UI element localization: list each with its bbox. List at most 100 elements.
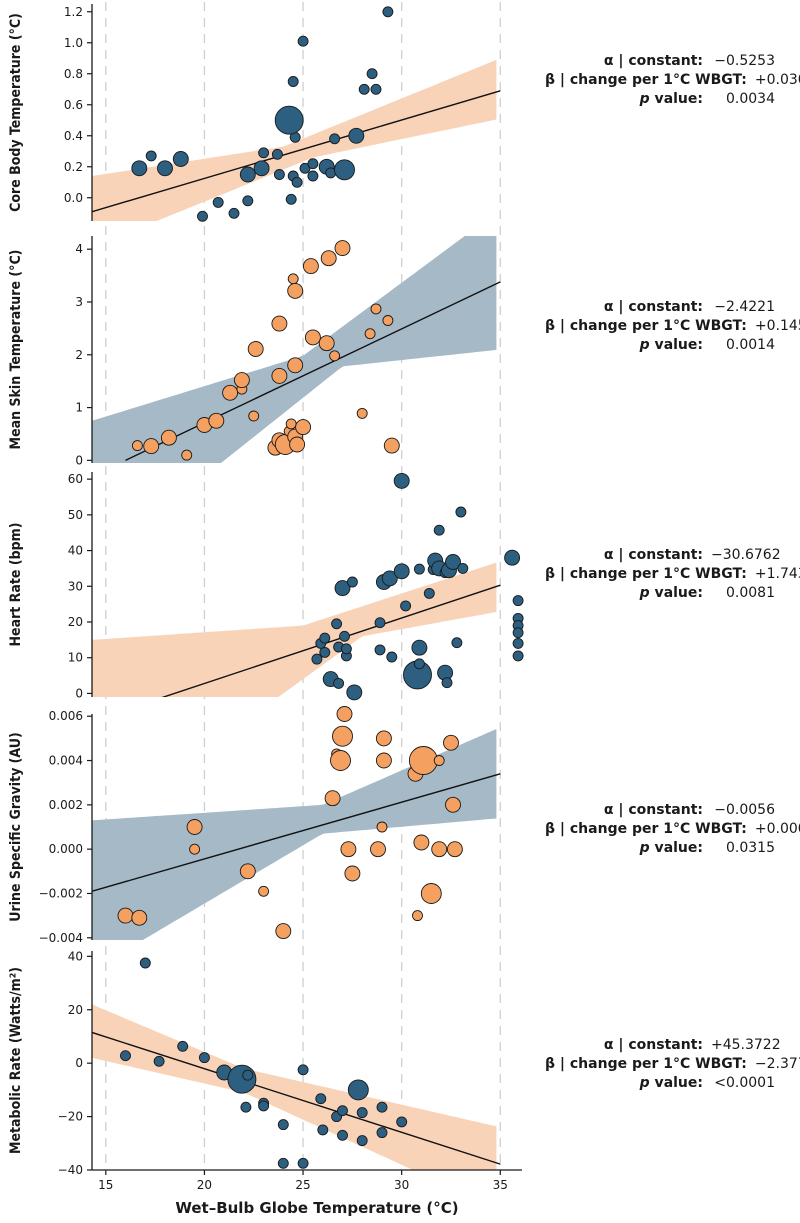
x-tick-label: 25 <box>295 1178 310 1192</box>
stat-row-beta: β | change per 1°C WBGT: +0.0003 <box>545 820 800 839</box>
data-point <box>358 83 370 95</box>
data-point <box>258 1100 270 1112</box>
data-point <box>319 632 331 644</box>
data-point <box>376 1101 388 1113</box>
data-point <box>172 151 189 167</box>
stat-label-p-value: p value: <box>639 840 703 856</box>
data-point <box>227 1064 257 1094</box>
stat-value-beta: +1.7432 <box>754 566 800 582</box>
data-point <box>287 357 304 374</box>
data-point <box>512 637 524 649</box>
stat-label-beta: β | change per 1°C WBGT: <box>545 72 747 88</box>
stat-value-beta: −2.3778 <box>754 1056 800 1072</box>
data-point <box>413 658 425 670</box>
y-axis-label: Mean Skin Temperature (°C) <box>8 250 24 450</box>
y-axis-label: Urine Specific Gravity (AU) <box>8 732 24 922</box>
data-point <box>382 6 394 18</box>
y-axis-label: Core Body Temperature (°C) <box>8 13 24 212</box>
data-point <box>197 210 208 222</box>
x-tick-label: 35 <box>493 1178 508 1192</box>
data-point <box>233 372 250 389</box>
data-point <box>181 449 193 461</box>
stat-row-p-value: p value: <0.0001 <box>545 1074 775 1093</box>
stat-value-alpha: −2.4221 <box>714 299 775 315</box>
stat-row-p-value: p value: 0.0081 <box>545 584 775 603</box>
data-point <box>376 821 388 833</box>
y-tick-label: 0.8 <box>64 67 83 81</box>
y-tick-label: −20 <box>58 1110 83 1124</box>
y-tick-label: 0.000 <box>49 842 83 856</box>
data-point <box>189 843 201 855</box>
stat-value-p-value: 0.0081 <box>726 585 775 601</box>
panel-5: 40 20 0 −20 −40 Metabolic Rate (Watts/m²) <box>8 949 501 1177</box>
confidence-band <box>92 236 497 463</box>
data-point <box>413 563 425 575</box>
data-point <box>441 677 453 689</box>
data-point <box>289 436 306 453</box>
data-point <box>277 1119 289 1131</box>
data-point <box>222 384 239 401</box>
y-tick-label: 20 <box>68 1003 83 1017</box>
stat-row-beta: β | change per 1°C WBGT: +1.7432 <box>545 565 800 584</box>
y-tick-label: 0 <box>75 1056 83 1070</box>
stat-row-p-value: p value: 0.0315 <box>545 839 775 858</box>
data-point <box>239 166 256 183</box>
stats-block-1: α | constant: −0.5253 β | change per 1°C W… <box>545 52 800 109</box>
stat-value-p-value: 0.0014 <box>726 337 775 353</box>
y-tick-label: 10 <box>68 651 83 665</box>
data-point <box>318 335 335 352</box>
data-point <box>307 158 319 170</box>
data-point <box>315 1093 327 1105</box>
data-point <box>431 841 448 858</box>
panel-4: 0.006 0.004 0.002 0.000 −0.002 −0.004 Urine Sp… <box>8 706 501 945</box>
data-point <box>370 841 386 858</box>
data-point <box>504 549 521 566</box>
data-point <box>420 883 442 904</box>
stat-label-alpha: α | constant: <box>603 53 703 69</box>
stats-block-3: α | constant: −30.6762 β | change per 1°C … <box>545 546 800 603</box>
stat-row-beta: β | change per 1°C WBGT: +0.0305 <box>545 71 800 90</box>
stat-label-p-value: p value: <box>639 91 703 107</box>
data-point <box>356 1135 368 1147</box>
data-point <box>139 957 151 969</box>
stat-row-alpha: α | constant: −30.6762 <box>545 546 781 565</box>
data-point <box>228 207 240 219</box>
data-point <box>271 148 283 160</box>
data-point <box>240 1101 252 1113</box>
y-tick-label: 40 <box>68 544 83 558</box>
data-point <box>334 240 351 257</box>
data-point <box>356 407 368 419</box>
data-point <box>400 600 412 612</box>
y-tick-label: 60 <box>68 472 83 486</box>
data-point <box>160 429 177 446</box>
data-point <box>393 472 410 489</box>
stat-label-p-value: p value: <box>639 585 703 601</box>
data-point <box>340 841 357 858</box>
x-tick-label: 20 <box>197 1178 212 1192</box>
data-point <box>329 133 341 145</box>
data-point <box>366 68 378 80</box>
y-tick-label: 4 <box>75 242 83 256</box>
data-point <box>512 595 524 607</box>
y-axis-label: Heart Rate (bpm) <box>8 522 24 646</box>
data-point <box>334 580 351 597</box>
data-point <box>186 819 203 835</box>
data-point <box>445 796 461 813</box>
stat-value-p-value: 0.0315 <box>726 840 775 856</box>
data-point <box>339 630 350 642</box>
stat-label-beta: β | change per 1°C WBGT: <box>545 1056 747 1072</box>
data-point <box>311 653 323 665</box>
y-tick-label: 2 <box>75 348 83 362</box>
y-tick-label: 0.004 <box>49 754 83 768</box>
data-point <box>120 1050 131 1062</box>
stats-block-4: α | constant: −0.0056 β | change per 1°C W… <box>545 801 800 858</box>
data-point <box>347 1079 369 1101</box>
stat-label-p-value: p value: <box>639 1075 703 1091</box>
data-point <box>356 1107 368 1119</box>
panel-2: 4 3 2 1 0 Mean Skin Temperature (°C) <box>8 236 501 467</box>
stat-value-p-value: 0.0034 <box>726 91 775 107</box>
stat-value-beta: +0.0003 <box>754 821 800 837</box>
data-point <box>287 282 304 299</box>
data-point <box>277 1157 289 1169</box>
